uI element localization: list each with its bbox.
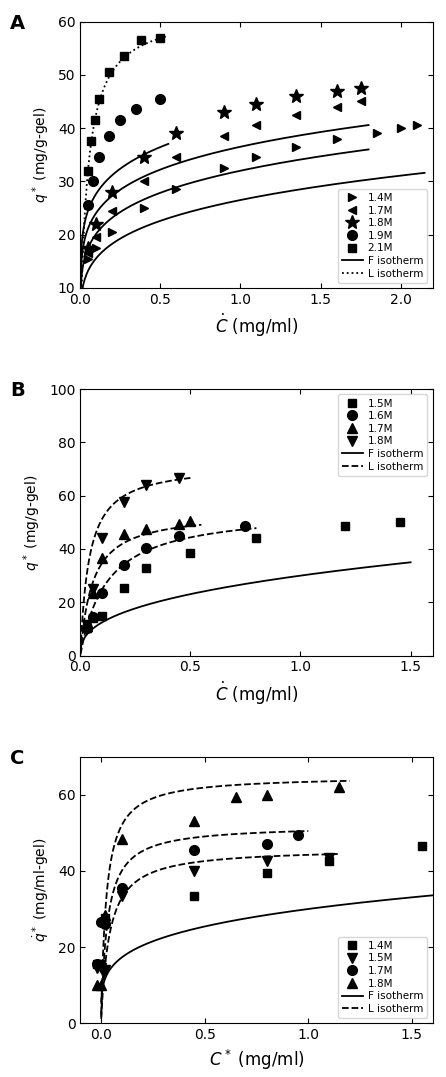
Legend: 1.4M, 1.5M, 1.7M, 1.8M, F isotherm, L isotherm: 1.4M, 1.5M, 1.7M, 1.8M, F isotherm, L is… xyxy=(338,937,427,1018)
Text: B: B xyxy=(10,381,25,401)
Text: A: A xyxy=(10,14,25,32)
Y-axis label: $\dot{q}^*$ (mg/ml-gel): $\dot{q}^*$ (mg/ml-gel) xyxy=(31,838,52,942)
X-axis label: $\dot{C}$ (mg/ml): $\dot{C}$ (mg/ml) xyxy=(215,312,298,339)
Y-axis label: $q^*$ (mg/g-gel): $q^*$ (mg/g-gel) xyxy=(31,107,52,202)
X-axis label: $C^*$ (mg/ml): $C^*$ (mg/ml) xyxy=(209,1048,304,1072)
Legend: 1.5M, 1.6M, 1.7M, 1.8M, F isotherm, L isotherm: 1.5M, 1.6M, 1.7M, 1.8M, F isotherm, L is… xyxy=(338,394,427,476)
Y-axis label: $q^*$ (mg/g-gel): $q^*$ (mg/g-gel) xyxy=(22,474,44,571)
Legend: 1.4M, 1.7M, 1.8M, 1.9M, 2.1M, F isotherm, L isotherm: 1.4M, 1.7M, 1.8M, 1.9M, 2.1M, F isotherm… xyxy=(338,188,427,283)
Text: C: C xyxy=(10,749,24,768)
X-axis label: $\dot{C}$ (mg/ml): $\dot{C}$ (mg/ml) xyxy=(215,680,298,708)
